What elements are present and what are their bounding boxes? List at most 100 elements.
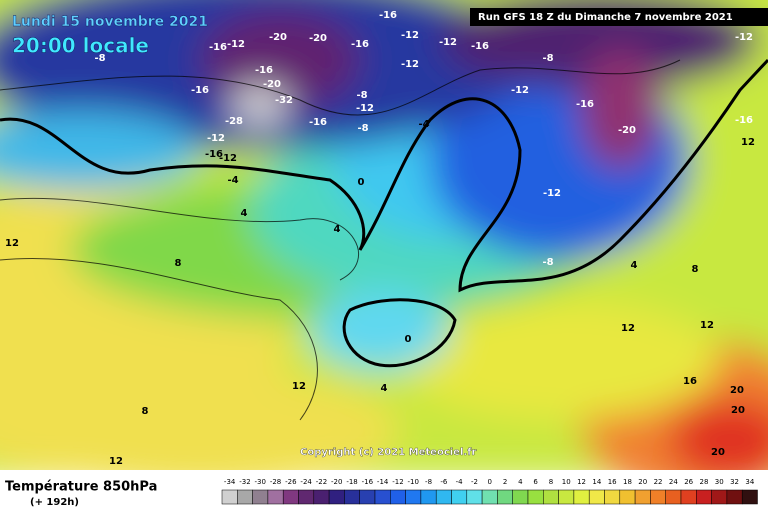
scale-label: 24 xyxy=(669,478,678,486)
scale-label: -8 xyxy=(425,478,432,486)
contour-label: 4 xyxy=(334,224,341,235)
scale-label: 2 xyxy=(503,478,507,486)
contour-label: 12 xyxy=(109,456,123,467)
contour-label: 8 xyxy=(142,406,149,417)
scale-swatch xyxy=(481,489,498,505)
contour-label: -12 xyxy=(511,85,529,96)
run-box xyxy=(470,8,768,26)
scale-swatch xyxy=(634,489,651,505)
contour-label: 20 xyxy=(731,405,745,416)
scale-swatch xyxy=(512,489,529,505)
contour-label: -16 xyxy=(205,149,223,160)
copyright: Copyright (c) 2021 Meteociel.fr xyxy=(300,447,477,458)
contour-label: -4 xyxy=(418,119,429,130)
contour-label: -32 xyxy=(275,95,293,106)
contour-label: -8 xyxy=(542,257,553,268)
scale-label: 34 xyxy=(745,478,754,486)
contour-label: 12 xyxy=(700,320,714,331)
contour-label: -12 xyxy=(401,30,419,41)
scale-label: 4 xyxy=(518,478,523,486)
scale-label: 6 xyxy=(533,478,538,486)
scale-swatch xyxy=(543,489,559,505)
scale-label: -6 xyxy=(440,478,448,486)
scale-swatch xyxy=(313,489,330,505)
scale-label: 0 xyxy=(488,478,492,486)
scale-label: 26 xyxy=(684,478,693,486)
scale-swatch xyxy=(573,489,590,505)
contour-label: -20 xyxy=(263,79,281,90)
contour-label: -12 xyxy=(207,133,225,144)
run-info: Run GFS 18 Z du Dimanche 7 novembre 2021 xyxy=(478,12,733,23)
contour-label: 12 xyxy=(292,381,306,392)
contour-label: -8 xyxy=(357,123,368,134)
contour-label: 20 xyxy=(711,447,725,458)
contour-label: -16 xyxy=(209,42,227,53)
scale-label: -4 xyxy=(456,478,464,486)
scale-swatch xyxy=(696,489,712,505)
scale-label: -32 xyxy=(239,478,250,486)
contour-label: 12 xyxy=(5,238,19,249)
contour-label: -12 xyxy=(401,59,419,70)
contour-label: 12 xyxy=(621,323,635,334)
scale-swatch xyxy=(527,489,544,505)
contour-label: 16 xyxy=(683,376,697,387)
contour-label: -16 xyxy=(191,85,209,96)
contour-label: -16 xyxy=(735,115,753,126)
scale-label: -2 xyxy=(471,478,478,486)
contour-label: -12 xyxy=(356,103,374,114)
contour-label: -16 xyxy=(351,39,369,50)
zero-isotherm xyxy=(0,58,768,368)
scale-swatch xyxy=(344,489,360,505)
scale-swatch xyxy=(359,489,376,505)
contour-label: -8 xyxy=(94,53,105,64)
contour-label: -4 xyxy=(227,175,238,186)
scale-swatch xyxy=(726,489,743,505)
scale-label: -12 xyxy=(392,478,403,486)
contour-label: -16 xyxy=(471,41,489,52)
scale-swatch xyxy=(282,489,299,505)
contour-label: -8 xyxy=(542,53,553,64)
contour-label: -28 xyxy=(225,116,243,127)
contour-label: -12 xyxy=(227,39,245,50)
scale-swatch xyxy=(604,489,621,505)
scale-label: 20 xyxy=(638,478,647,486)
contour-label: 12 xyxy=(741,137,755,148)
scale-label: -10 xyxy=(408,478,419,486)
contour-label: 4 xyxy=(241,208,248,219)
contour-label: -16 xyxy=(255,65,273,76)
scale-label: -22 xyxy=(316,478,327,486)
scale-label: 28 xyxy=(699,478,708,486)
scale-swatch xyxy=(252,489,269,505)
scale-swatch xyxy=(680,489,697,505)
contour-label: 8 xyxy=(692,264,699,275)
contour-label: 0 xyxy=(358,177,365,188)
scale-label: -34 xyxy=(224,478,236,486)
scale-swatch xyxy=(665,489,682,505)
temperature-field xyxy=(0,0,768,500)
scale-swatch xyxy=(588,489,605,505)
scale-swatch xyxy=(558,489,575,505)
scale-label: -24 xyxy=(300,478,312,486)
contour-label: -16 xyxy=(576,99,594,110)
scale-swatch xyxy=(237,489,253,505)
scale-label: -16 xyxy=(362,478,374,486)
forecast-time: 20:00 locale xyxy=(12,34,149,58)
contour-label: -12 xyxy=(219,153,237,164)
contour-label: -16 xyxy=(309,117,327,128)
contour-label: -20 xyxy=(618,125,636,136)
legend-lead: (+ 192h) xyxy=(30,497,79,508)
contour-label: -16 xyxy=(379,10,397,21)
contour-label: -12 xyxy=(543,188,561,199)
scale-label: -26 xyxy=(285,478,297,486)
contour-label: -12 xyxy=(735,32,753,43)
isotherms xyxy=(0,59,681,421)
scale-swatch xyxy=(298,489,315,505)
contour-label: -20 xyxy=(309,33,327,44)
scale-label: 12 xyxy=(577,478,586,486)
contour-label: 4 xyxy=(631,260,638,271)
scale-swatch xyxy=(267,489,284,505)
scale-label: 8 xyxy=(549,478,553,486)
scale-label: -30 xyxy=(255,478,266,486)
